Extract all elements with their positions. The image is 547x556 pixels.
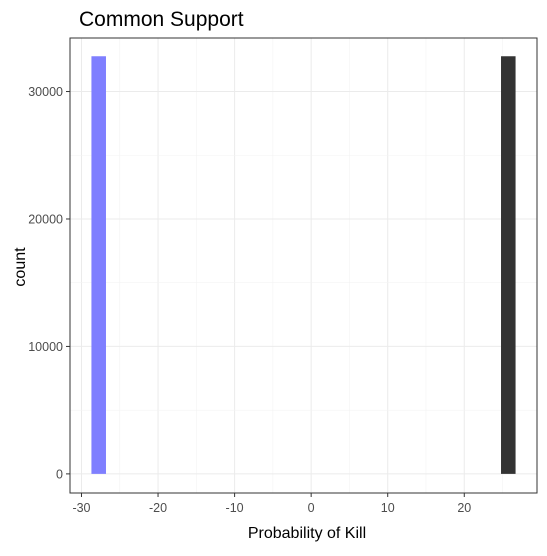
grid-lines — [70, 38, 537, 493]
axes: -30 -20 -10 0 10 20 0 10000 20000 30000 — [28, 85, 471, 515]
x-tick-label: 20 — [457, 501, 471, 515]
histogram-bar-series-1-bin-0 — [501, 56, 516, 474]
plot-panel — [70, 38, 537, 493]
chart-title: Common Support — [79, 8, 244, 31]
x-tick-label: -30 — [72, 501, 90, 515]
x-tick-label: 0 — [308, 501, 315, 515]
histogram-bars — [91, 56, 516, 474]
x-axis-label: Probability of Kill — [248, 525, 366, 542]
x-tick-label: -20 — [149, 501, 167, 515]
y-tick-label: 20000 — [28, 212, 63, 226]
x-tick-label: 10 — [381, 501, 395, 515]
x-tick-label: -10 — [226, 501, 244, 515]
panel-border — [69, 37, 538, 494]
y-tick-label: 30000 — [28, 85, 63, 99]
y-tick-label: 10000 — [28, 340, 63, 354]
y-tick-label: 0 — [56, 467, 63, 481]
histogram-bar-series-0-bin-0 — [91, 56, 106, 474]
y-axis-label: count — [12, 247, 29, 287]
